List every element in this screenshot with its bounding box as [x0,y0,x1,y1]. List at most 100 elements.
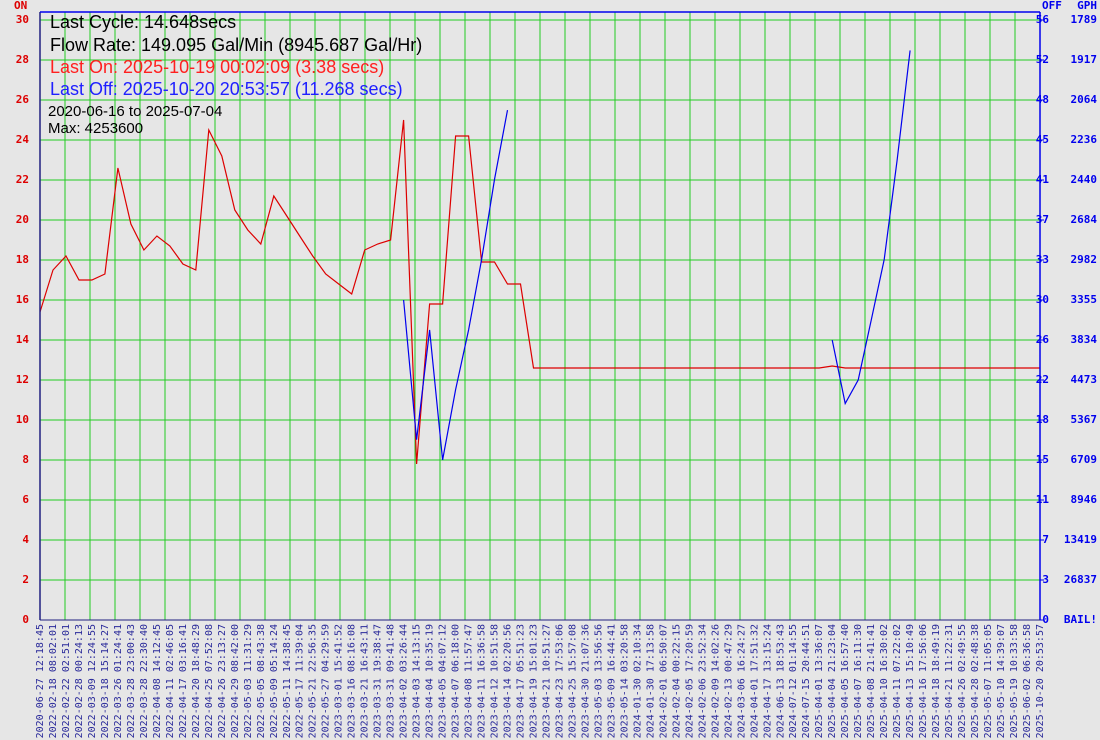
y-tick-label: 28 [16,53,29,66]
x-tick-label: 2025-06-02 06:36:58 [1022,624,1033,738]
y2-axis-title: OFF [1042,0,1062,12]
annotation: Last Cycle: 14.648secs [50,12,236,32]
x-tick-label: 2022-04-26 23:13:27 [217,624,228,738]
series-line [40,119,1040,465]
x-tick-label: 2025-04-10 16:30:02 [879,624,890,738]
x-tick-label: 2022-02-18 08:02:01 [48,624,59,738]
gph-tick-label: 1789 [1071,13,1098,26]
x-tick-label: 2022-04-11 02:46:05 [165,624,176,738]
x-tick-label: 2023-03-31 19:38:47 [373,624,384,738]
x-tick-label: 2025-04-28 02:48:38 [970,624,981,738]
x-tick-label: 2022-05-03 11:31:29 [243,624,254,738]
x-tick-label: 2023-03-01 15:41:52 [334,624,345,738]
x-tick-label: 2025-05-07 11:05:05 [983,624,994,738]
x-tick-label: 2023-04-25 15:57:08 [567,624,578,738]
x-tick-label: 2023-04-14 02:20:56 [503,624,514,738]
y2-tick-label: 26 [1036,333,1050,346]
x-tick-label: 2023-04-04 10:35:19 [425,624,436,738]
x-tick-label: 2023-04-19 15:01:23 [529,624,540,738]
y-axis-title: ON [14,0,27,12]
gph-tick-label: 13419 [1064,533,1097,546]
x-tick-label: 2022-02-28 00:24:13 [74,624,85,738]
y2-tick-label: 41 [1036,173,1050,186]
gph-tick-label: 2236 [1071,133,1098,146]
gph-tick-label: 5367 [1071,413,1098,426]
x-tick-label: 2023-05-14 03:20:58 [619,624,630,738]
annotation: 2020-06-16 to 2025-07-04 [48,103,222,120]
x-tick-label: 2023-04-23 17:53:06 [554,624,565,738]
gph-tick-label: 3355 [1071,293,1098,306]
y2-tick-label: 0 [1042,613,1049,626]
x-tick-label: 2024-07-15 20:44:51 [801,624,812,738]
x-tick-label: 2024-03-06 16:24:27 [736,624,747,738]
x-tick-label: 2025-04-01 13:36:07 [814,624,825,738]
gph-tick-label: 26837 [1064,573,1097,586]
gph-tick-label: 6709 [1071,453,1098,466]
gph-tick-label: 2982 [1071,253,1098,266]
annotation: Last On: 2025-10-19 00:02:09 (3.38 secs) [50,57,384,77]
x-tick-label: 2024-01-30 02:10:34 [632,624,643,738]
gph-tick-label: BAIL! [1064,613,1097,626]
y2-tick-label: 18 [1036,413,1049,426]
x-tick-label: 2023-04-12 10:51:58 [490,624,501,738]
x-tick-label: 2024-02-06 23:52:34 [697,624,708,738]
x-tick-label: 2022-05-27 04:29:59 [321,624,332,738]
x-tick-label: 2022-05-21 22:56:35 [308,624,319,738]
x-tick-label: 2024-04-01 17:51:32 [749,624,760,738]
x-tick-label: 2024-04-17 13:15:24 [762,624,773,738]
y-tick-label: 26 [16,93,30,106]
y-tick-label: 12 [16,373,29,386]
y2-tick-label: 52 [1036,53,1049,66]
x-tick-label: 2022-04-20 18:48:29 [191,624,202,738]
x-tick-label: 2022-05-17 11:39:04 [295,624,306,738]
x-tick-label: 2023-05-09 16:44:41 [606,624,617,738]
x-tick-label: 2025-04-18 18:49:19 [931,624,942,738]
x-tick-label: 2025-05-10 14:39:07 [996,624,1007,738]
x-tick-label: 2024-02-05 17:20:59 [684,624,695,738]
x-tick-label: 2022-05-11 14:38:45 [282,624,293,738]
series-line [403,50,911,461]
x-tick-label: 2025-04-13 15:10:49 [905,624,916,738]
y-tick-label: 8 [22,453,29,466]
x-tick-label: 2024-02-09 14:02:26 [710,624,721,738]
y-tick-label: 20 [16,213,29,226]
y-tick-label: 18 [16,253,29,266]
x-tick-label: 2024-02-04 00:22:15 [671,624,682,738]
y2-tick-label: 56 [1036,13,1050,26]
y-tick-label: 6 [22,493,29,506]
x-tick-label: 2023-04-07 06:18:00 [451,624,462,738]
y2-tick-label: 37 [1036,213,1049,226]
x-tick-label: 2023-03-21 16:43:11 [360,624,371,738]
gph-tick-label: 2684 [1071,213,1098,226]
x-tick-label: 2022-03-18 15:14:27 [100,624,111,738]
y-tick-label: 30 [16,13,29,26]
x-tick-label: 2022-03-09 12:24:55 [87,624,98,738]
x-tick-label: 2022-04-08 14:12:45 [152,624,163,738]
gph-tick-label: 8946 [1071,493,1098,506]
x-tick-label: 2023-05-03 13:56:56 [593,624,604,738]
gph-tick-label: 1917 [1071,53,1098,66]
y2-tick-label: 22 [1036,373,1049,386]
y2-tick-label: 3 [1042,573,1049,586]
x-tick-label: 2022-02-22 02:51:01 [61,624,72,738]
x-tick-label: 2023-03-31 09:41:48 [386,624,397,738]
x-tick-label: 2025-04-04 21:23:04 [827,624,838,738]
x-tick-label: 2024-02-13 00:47:29 [723,624,734,738]
x-tick-label: 2023-04-21 10:51:27 [541,624,552,738]
x-tick-label: 2022-04-17 03:16:41 [178,624,189,738]
x-tick-label: 2023-04-30 21:07:36 [580,624,591,738]
x-tick-label: 2025-04-21 11:22:31 [944,624,955,738]
x-tick-label: 2025-10-20 20:53:57 [1035,624,1046,738]
y-tick-label: 24 [16,133,30,146]
x-tick-label: 2020-06-27 12:18:45 [35,624,46,738]
x-tick-label: 2024-02-01 06:50:07 [658,624,669,738]
gph-tick-label: 3834 [1071,333,1098,346]
x-tick-label: 2023-04-11 16:36:58 [477,624,488,738]
x-tick-label: 2023-04-03 14:13:15 [412,624,423,738]
y-tick-label: 16 [16,293,30,306]
annotation: Flow Rate: 149.095 Gal/Min (8945.687 Gal… [50,35,422,55]
gph-axis-title: GPH [1077,0,1097,12]
x-tick-label: 2025-04-11 07:22:02 [892,624,903,738]
x-tick-label: 2022-04-25 07:52:08 [204,624,215,738]
